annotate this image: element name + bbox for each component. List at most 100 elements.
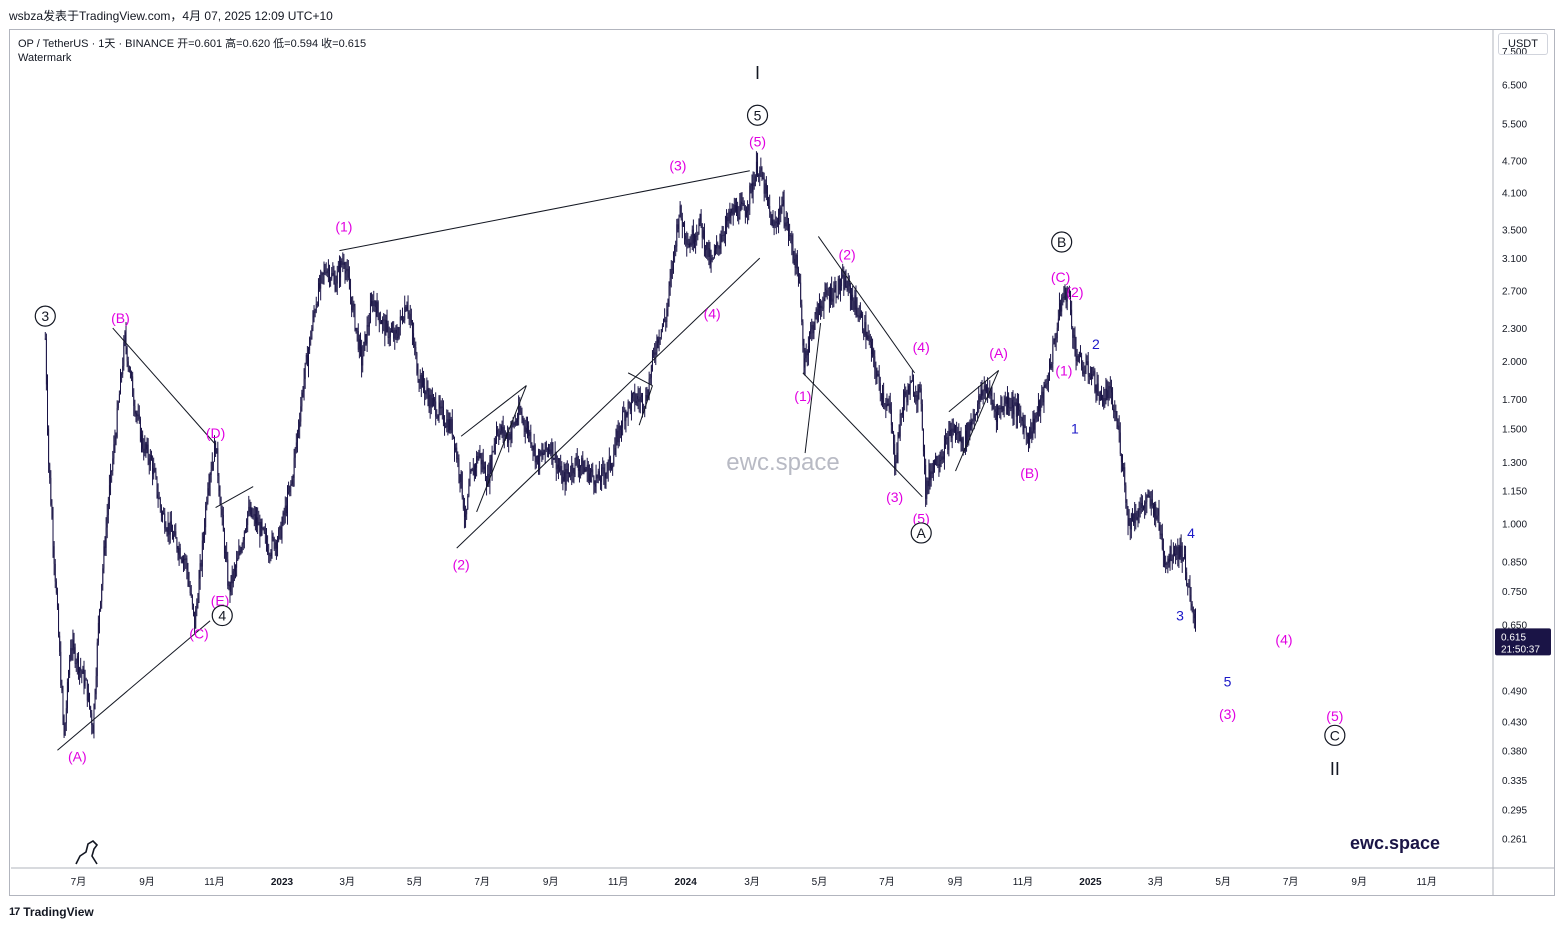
candle-body [502,427,504,434]
candle-body [916,395,918,402]
candle-body [593,476,595,485]
candle-body [551,442,553,454]
candle-body [1130,514,1132,530]
currency-unit-button[interactable]: USDT [1498,33,1548,55]
candle-body [322,272,324,274]
candle-body [538,456,539,468]
candle-body [361,346,363,366]
candle-body [357,331,359,350]
candle-body [698,223,700,235]
candle-body [369,303,371,323]
candle-body [1052,344,1054,364]
candle-body [524,426,526,432]
candle-body [1066,291,1068,302]
candle-body [874,356,876,369]
candle-body [575,457,577,459]
candle-body [776,223,778,225]
candle-body [417,373,419,382]
candle-body [953,425,955,432]
candle-body [562,476,564,484]
candle-body [712,257,714,259]
candle-body [280,526,282,539]
candle-body [612,465,614,469]
time-tick-label: 3月 [1148,876,1164,888]
candle-body [334,277,336,291]
candle-body [753,182,755,186]
price-tick-label: 1.150 [1502,487,1527,498]
candle-body [876,375,878,378]
dinosaur-icon [75,839,99,865]
candle-body [510,431,512,439]
candle-body [272,536,274,539]
candle-body [794,258,796,268]
candle-body [930,471,932,480]
candle-body [655,352,657,355]
candle-body [747,210,749,213]
candle-body [95,676,97,695]
candle-body [51,504,53,518]
candle-body [960,434,962,443]
candle-body [1190,595,1192,604]
candle-body [607,461,609,471]
candle-body [739,204,741,220]
candle-body [468,486,470,497]
candle-body [1113,409,1115,412]
candle-body [564,472,566,485]
candle-body [639,396,641,402]
candle-body [1001,406,1003,410]
candle-body [156,476,158,495]
time-tick-label: 3月 [744,876,760,888]
candle-body [826,290,828,295]
candle-body [195,609,197,629]
candle-body [200,563,202,567]
candle-body [670,268,672,279]
candle-body [205,505,207,528]
tradingview-footer[interactable]: 17 TradingView [9,905,94,919]
candle-body [292,477,294,480]
candle-body [165,528,167,531]
candle-body [215,442,217,454]
candle-body [103,546,105,569]
candle-body [1135,512,1137,520]
candle-body [653,352,655,354]
candle-body [1148,495,1150,497]
candle-body [1104,398,1106,402]
candle-body [111,470,113,472]
candle-body [660,329,662,338]
candle-body [705,249,706,251]
candle-body [451,419,453,435]
candle-body [393,330,395,339]
candle-body [260,521,262,536]
candle-body [749,185,751,205]
candle-body [1092,374,1094,376]
candle-body [44,338,46,340]
candle-body [615,436,617,449]
candle-body [733,204,735,215]
candle-body [993,403,995,410]
candle-body [209,475,211,485]
candle-body [817,304,819,321]
candle-body [549,449,551,452]
candle-body [238,550,240,558]
candle-body [948,431,950,450]
candle-body [691,229,693,246]
candle-body [1034,418,1036,430]
candle-body [1101,392,1102,396]
candle-body [648,378,650,396]
candle-body [122,365,124,375]
candle-body [951,428,953,438]
candle-body [883,392,885,404]
price-tick-label: 0.650 [1502,620,1527,631]
candle-body [621,427,622,430]
candle-body [478,453,480,461]
wave-label: (2) [1066,284,1083,300]
candle-body [472,468,474,476]
candle-body [228,585,230,587]
candle-body [1103,398,1105,406]
candle-body [854,295,856,310]
candle-body [873,348,875,357]
candle-body [162,512,163,516]
candle-body [552,442,554,460]
candle-body [715,248,716,251]
